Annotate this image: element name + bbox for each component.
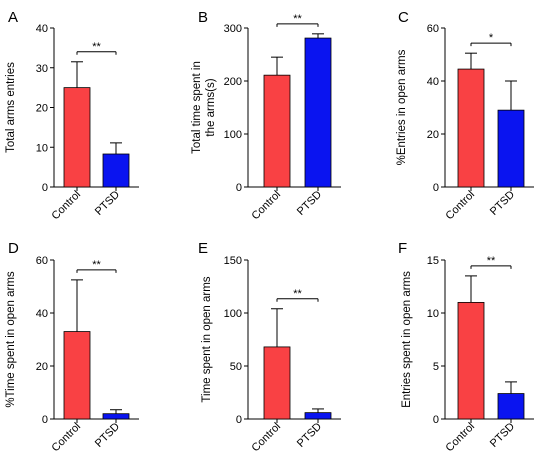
y-tick-label: 10 [427, 308, 439, 320]
category-label: Control [50, 421, 84, 455]
y-axis-title: Total arms entries [5, 62, 17, 153]
panel-letter: D [8, 240, 19, 257]
panel-e: E 0 50 100 150 Time spent in open arms Control… [198, 240, 341, 454]
y-tick-label: 0 [433, 414, 439, 426]
panel-d: D 0 20 40 60 %Time spent in open arms Control P… [5, 240, 139, 454]
panel-c: C 0 20 40 60 %Entries in open arms Control PTSD… [396, 9, 534, 222]
bar-control [457, 68, 485, 188]
y-tick-label: 15 [427, 255, 439, 267]
y-tick-label: 0 [236, 182, 242, 194]
panel-b: B 0 100 200 300 Total time spent in the arms(s… [191, 9, 341, 222]
bar-ptsd [102, 413, 130, 420]
panel-f: F 0 5 10 15 Entries spent in open arms Control… [398, 240, 534, 454]
category-label: Control [50, 189, 84, 223]
y-axis-title: Entries spent in open arms [401, 271, 413, 408]
y-axis-title-line: %Time spent in open arms [5, 271, 17, 408]
y-tick-label: 20 [427, 129, 439, 141]
y-axis-title-line: Time spent in open arms [201, 276, 213, 402]
y-tick-label: 5 [433, 361, 439, 373]
significance-label: ** [92, 41, 101, 53]
y-tick-label: 100 [224, 129, 242, 141]
bar-ptsd [102, 153, 130, 188]
panel-letter: C [398, 9, 409, 26]
bar-ptsd [304, 412, 332, 420]
y-axis-title-line: Entries spent in open arms [401, 271, 413, 408]
bar-ptsd [497, 393, 525, 420]
category-label: Control [250, 421, 284, 455]
y-tick-label: 40 [36, 23, 48, 35]
category-label: PTSD [295, 189, 324, 218]
category-label: Control [250, 189, 284, 223]
bar-control [263, 74, 291, 188]
y-axis-title: %Time spent in open arms [5, 271, 17, 408]
significance-label: * [489, 32, 494, 44]
y-axis-title: Total time spent in the arms(s) [191, 61, 217, 154]
bar-ptsd [497, 109, 525, 188]
significance-label: ** [293, 13, 302, 25]
bar-control [63, 331, 91, 420]
bar-ptsd [304, 37, 332, 188]
panel-letter: A [8, 9, 18, 26]
y-tick-label: 30 [36, 63, 48, 75]
panel-letter: B [198, 9, 208, 26]
y-tick-label: 60 [36, 255, 48, 267]
y-tick-label: 100 [224, 308, 242, 320]
category-label: PTSD [488, 421, 517, 450]
significance-label: ** [487, 255, 496, 267]
y-tick-label: 150 [224, 255, 242, 267]
y-tick-label: 0 [42, 414, 48, 426]
category-label: PTSD [93, 421, 122, 450]
category-label: PTSD [295, 421, 324, 450]
y-axis-title-line: Total arms entries [5, 62, 17, 153]
y-axis-title-line: Total time spent in [191, 61, 203, 154]
category-label: PTSD [93, 189, 122, 218]
panel-a: A 0 10 20 30 40 Total arms entries Control PTSD *… [5, 9, 139, 222]
y-tick-label: 0 [236, 414, 242, 426]
category-label: Control [444, 421, 478, 455]
significance-label: ** [293, 288, 302, 300]
y-tick-label: 300 [224, 23, 242, 35]
y-tick-label: 40 [36, 308, 48, 320]
y-tick-label: 50 [230, 361, 242, 373]
panel-letter: F [398, 240, 407, 257]
y-axis-title: %Entries in open arms [396, 49, 408, 165]
y-tick-label: 40 [427, 76, 439, 88]
significance-label: ** [92, 259, 101, 271]
y-tick-label: 20 [36, 361, 48, 373]
category-label: PTSD [488, 189, 517, 218]
bar-control [263, 346, 291, 420]
y-tick-label: 60 [427, 23, 439, 35]
y-tick-label: 0 [42, 182, 48, 194]
y-axis-title: Time spent in open arms [201, 276, 213, 402]
y-tick-label: 0 [433, 182, 439, 194]
y-tick-label: 10 [36, 142, 48, 154]
panel-letter: E [198, 240, 208, 257]
bar-control [63, 87, 91, 188]
y-axis-title-line: %Entries in open arms [396, 49, 408, 165]
y-axis-title-line: the arms(s) [205, 78, 217, 136]
bar-control [457, 301, 485, 420]
y-tick-label: 200 [224, 76, 242, 88]
y-tick-label: 20 [36, 103, 48, 115]
category-label: Control [444, 189, 478, 223]
